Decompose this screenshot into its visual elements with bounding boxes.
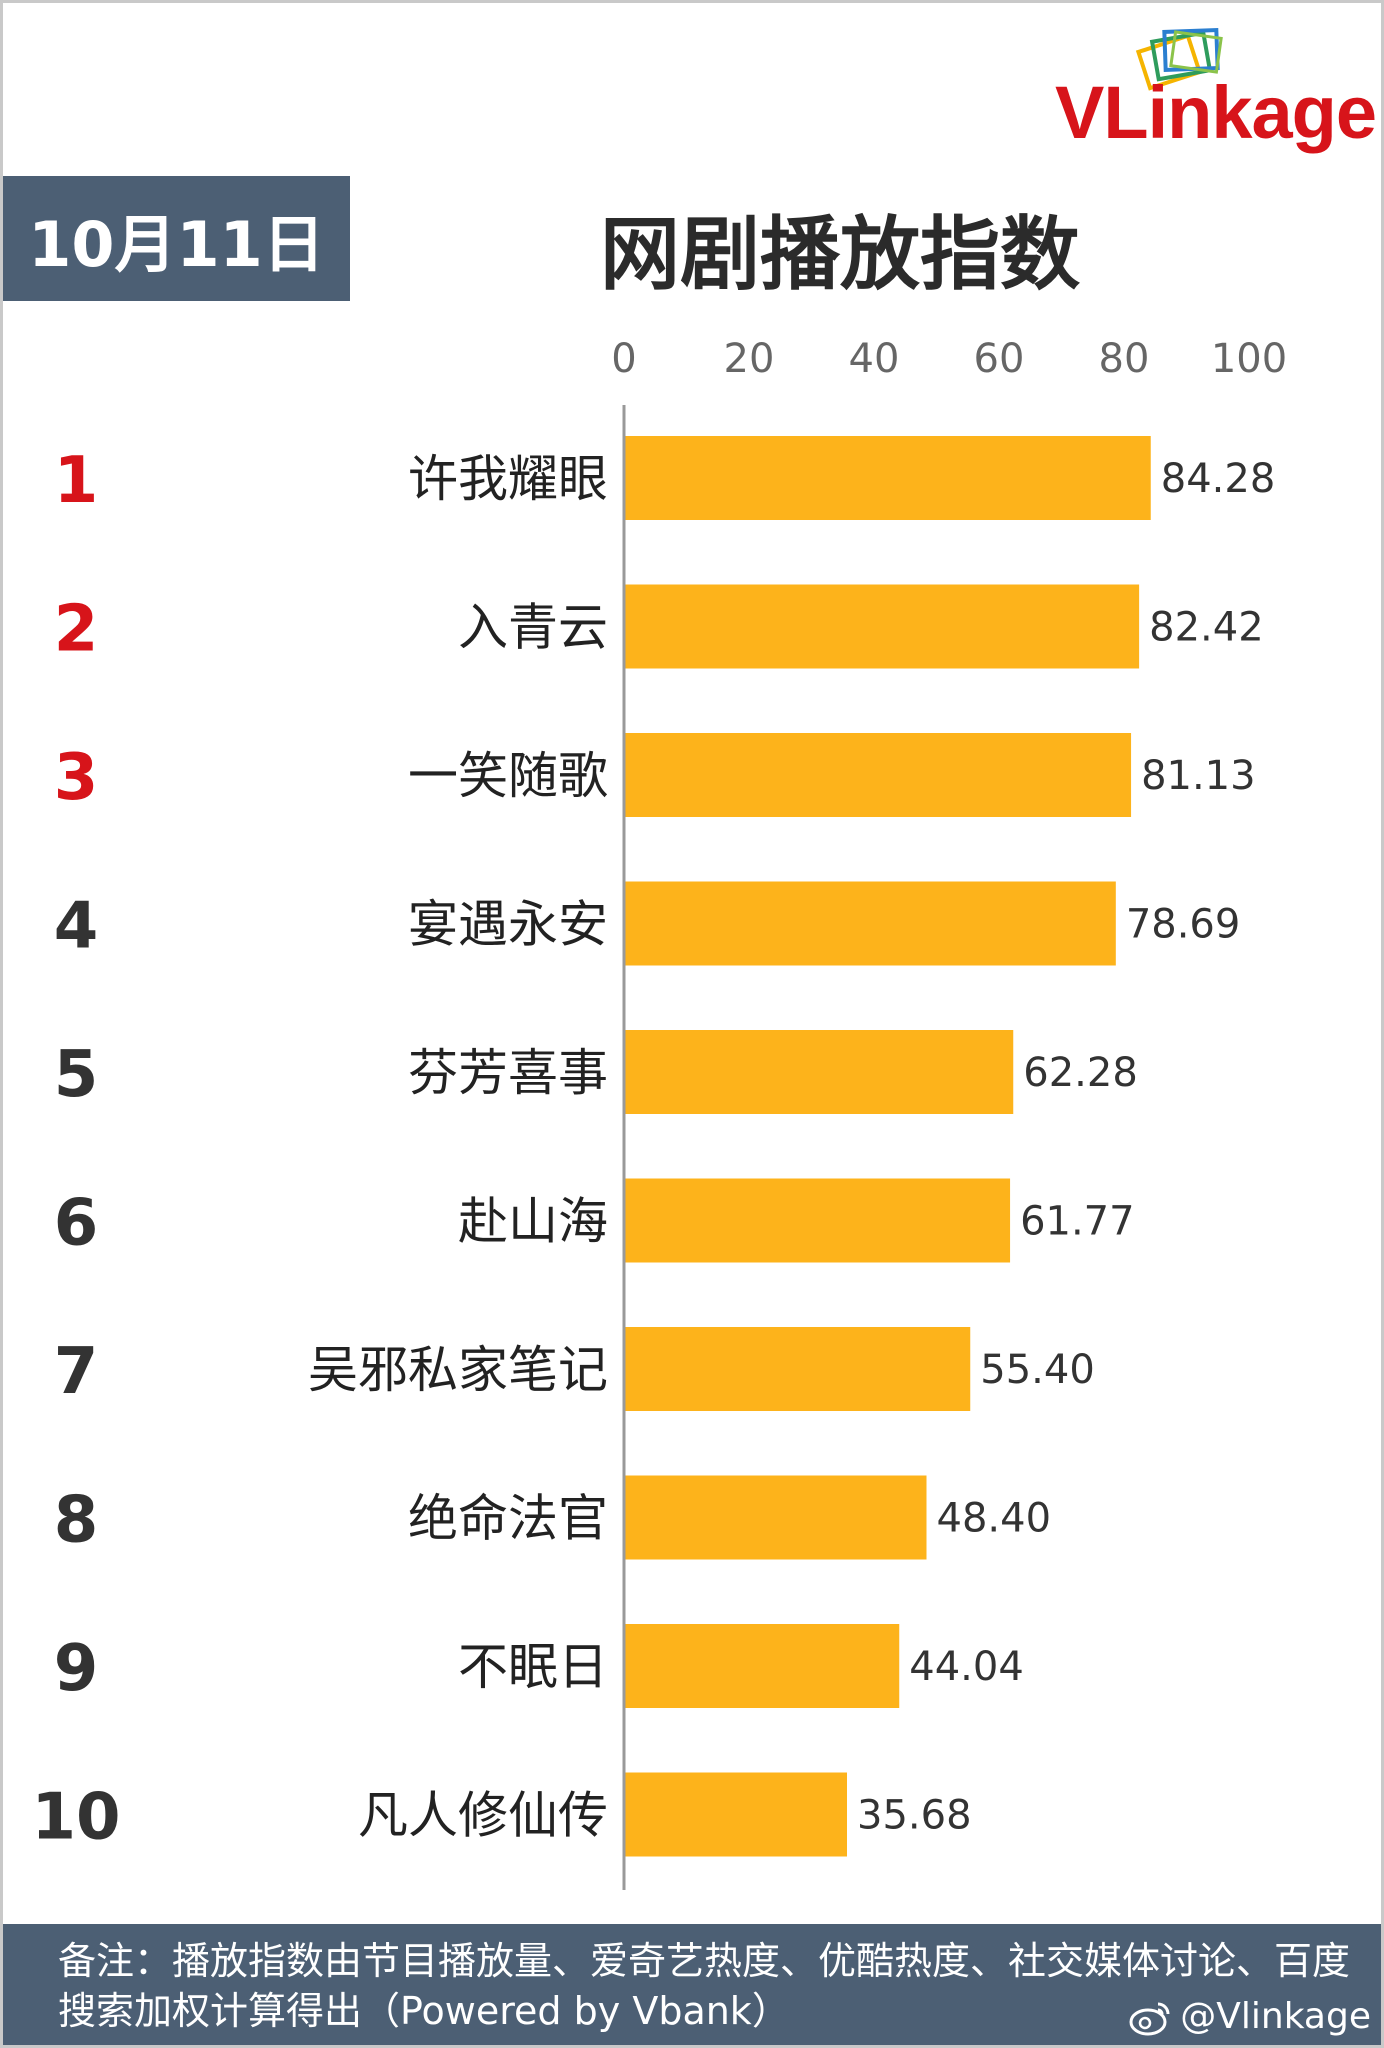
category-label: 入青云 xyxy=(458,599,608,657)
rank-number: 3 xyxy=(54,741,99,815)
bar xyxy=(624,584,1140,669)
bar-value-label: 78.69 xyxy=(1126,902,1241,948)
footer-bar: 备注：播放指数由节目播放量、爱奇艺热度、优酷热度、社交媒体讨论、百度搜索加权计算… xyxy=(3,1924,1381,2045)
bar xyxy=(624,1178,1011,1263)
bar-value-label: 81.13 xyxy=(1141,753,1256,799)
rank-number: 4 xyxy=(54,890,99,964)
bar xyxy=(624,1030,1014,1114)
bar-value-label: 61.77 xyxy=(1020,1199,1135,1245)
x-tick-label: 80 xyxy=(1099,336,1150,382)
x-tick-label: 60 xyxy=(974,336,1025,382)
bar-value-label: 84.28 xyxy=(1161,456,1276,502)
category-label: 吴邪私家笔记 xyxy=(308,1341,608,1399)
bar xyxy=(624,1624,900,1708)
bar xyxy=(624,1475,927,1560)
footer-note: 备注：播放指数由节目播放量、爱奇艺热度、优酷热度、社交媒体讨论、百度搜索加权计算… xyxy=(58,1939,1351,2033)
category-label: 许我耀眼 xyxy=(408,450,608,508)
vlinkage-logo: VLinkage xyxy=(1055,25,1377,155)
bar-value-label: 62.28 xyxy=(1023,1050,1138,1096)
category-label: 绝命法官 xyxy=(408,1490,608,1548)
category-label: 凡人修仙传 xyxy=(358,1787,608,1845)
bar xyxy=(624,1772,847,1857)
category-label: 芬芳喜事 xyxy=(408,1044,608,1102)
chart-title: 网剧播放指数 xyxy=(600,208,1080,301)
bar xyxy=(624,1327,971,1411)
category-label: 赴山海 xyxy=(458,1193,608,1251)
rank-number: 1 xyxy=(54,444,99,518)
bar-chart: 0 20 40 60 80 100 84.28 许我耀眼 1 82.42 入青云 2 81.13 一笑随歌… xyxy=(31,336,1287,1890)
date-badge: 10月11日 xyxy=(3,176,350,301)
rank-number: 8 xyxy=(54,1484,99,1558)
x-tick-label: 0 xyxy=(611,336,636,382)
rank-number: 2 xyxy=(54,593,99,667)
bar-value-label: 44.04 xyxy=(909,1644,1024,1690)
bar-value-label: 35.68 xyxy=(857,1793,972,1839)
weibo-handle-text: @Vlinkage xyxy=(1180,1996,1371,2037)
bar xyxy=(624,436,1151,520)
logo-wordmark: VLinkage xyxy=(1055,71,1377,154)
category-label: 宴遇永安 xyxy=(408,896,608,954)
rank-number: 7 xyxy=(54,1335,99,1409)
rank-number: 6 xyxy=(54,1187,99,1261)
bar-value-label: 48.40 xyxy=(937,1496,1052,1542)
rank-number: 9 xyxy=(54,1632,99,1706)
weibo-handle: @Vlinkage xyxy=(1128,1996,1371,2037)
bar-value-label: 82.42 xyxy=(1149,605,1264,651)
x-tick-label: 40 xyxy=(849,336,900,382)
rank-number: 5 xyxy=(54,1038,99,1112)
bar xyxy=(624,733,1132,817)
logo-cards-icon xyxy=(1135,28,1223,91)
bar-value-label: 55.40 xyxy=(980,1347,1095,1393)
category-label: 一笑随歌 xyxy=(408,747,608,805)
category-label: 不眠日 xyxy=(458,1638,608,1696)
rank-number: 10 xyxy=(31,1781,120,1855)
weibo-icon xyxy=(1129,2002,1170,2035)
x-tick-label: 100 xyxy=(1211,336,1287,382)
bar xyxy=(624,881,1116,966)
x-tick-label: 20 xyxy=(724,336,775,382)
